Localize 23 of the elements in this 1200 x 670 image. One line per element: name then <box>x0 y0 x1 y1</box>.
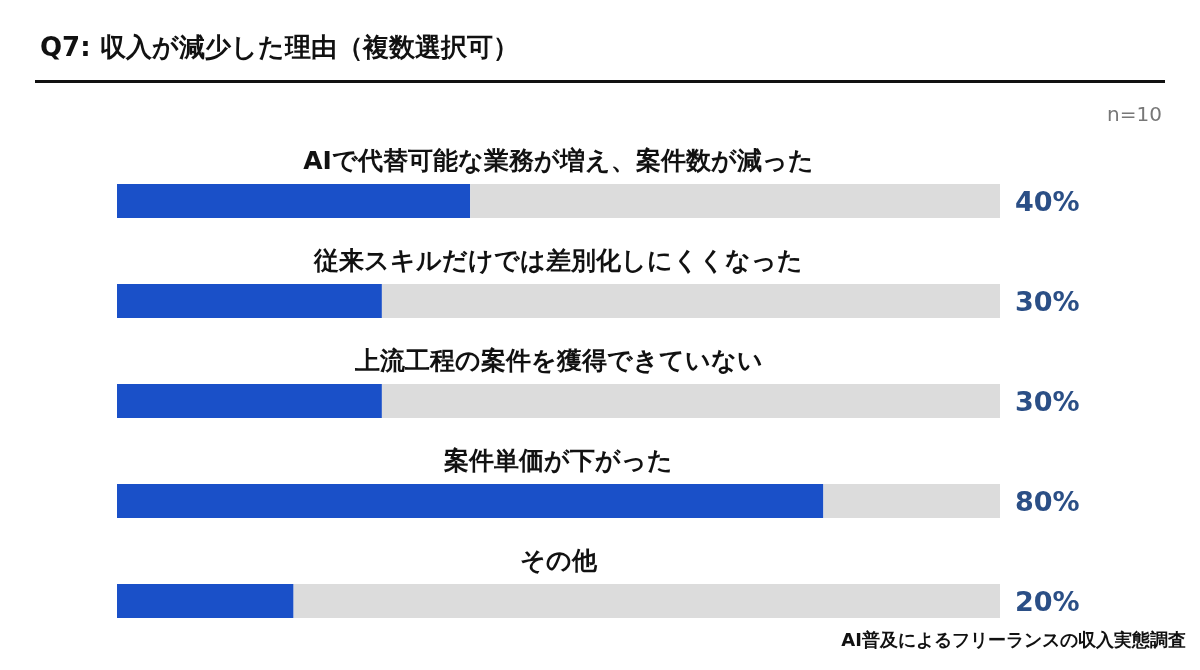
data-label: 30% <box>1015 286 1080 317</box>
bar <box>117 384 382 418</box>
bar <box>117 184 471 218</box>
y-tick-label: 案件単価が下がった <box>443 446 673 475</box>
data-label: 80% <box>1015 486 1080 517</box>
y-tick-label: その他 <box>520 546 598 575</box>
bar <box>470 184 1000 218</box>
data-label: 40% <box>1015 186 1080 217</box>
y-tick-label: 従来スキルだけでは差別化しにくくなった <box>313 246 803 275</box>
bar <box>381 384 1000 418</box>
chart-title: Q7: 収入が減少した理由（複数選択可） <box>40 31 519 64</box>
text: AI普及によるフリーランスの収入実態調査 <box>841 628 1186 652</box>
text: n=10 <box>1107 102 1162 126</box>
bar <box>293 584 1000 618</box>
bar <box>117 584 294 618</box>
bar <box>117 484 824 518</box>
y-tick-label: AIで代替可能な業務が増え、案件数が減った <box>303 146 814 175</box>
bar <box>823 484 1000 518</box>
data-label: 30% <box>1015 386 1080 417</box>
data-label: 20% <box>1015 586 1080 617</box>
bar <box>117 284 382 318</box>
y-tick-label: 上流工程の案件を獲得できていない <box>353 346 763 375</box>
bar <box>381 284 1000 318</box>
